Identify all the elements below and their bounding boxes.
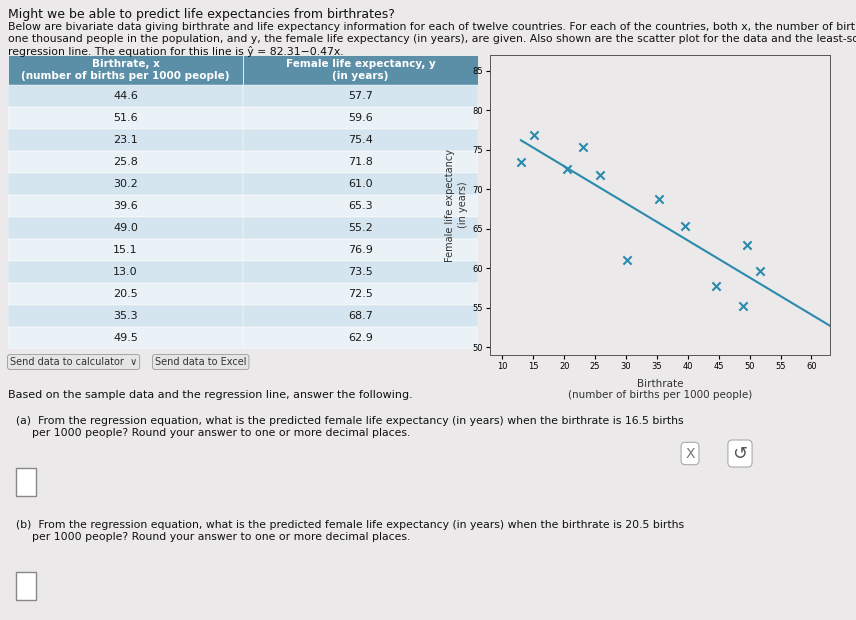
Text: 61.0: 61.0: [348, 179, 373, 189]
Text: ↺: ↺: [733, 445, 747, 463]
Text: 35.3: 35.3: [113, 311, 138, 321]
Bar: [243, 327, 478, 349]
Point: [752, 267, 766, 277]
Text: 49.0: 49.0: [113, 223, 138, 233]
Text: 62.9: 62.9: [348, 333, 373, 343]
Text: Might we be able to predict life expectancies from birthrates?: Might we be able to predict life expecta…: [8, 8, 395, 21]
Text: 39.6: 39.6: [113, 201, 138, 211]
Bar: [243, 195, 478, 217]
Text: Based on the sample data and the regression line, answer the following.: Based on the sample data and the regress…: [8, 390, 413, 400]
Text: Send data to Excel: Send data to Excel: [155, 357, 247, 367]
Bar: [243, 283, 478, 305]
Text: (b)  From the regression equation, what is the predicted female life expectancy : (b) From the regression equation, what i…: [16, 520, 684, 530]
Point: [737, 301, 751, 311]
Bar: [8, 55, 243, 85]
Text: 68.7: 68.7: [348, 311, 373, 321]
Point: [652, 195, 666, 205]
Text: 15.1: 15.1: [113, 245, 138, 255]
Text: 73.5: 73.5: [348, 267, 373, 277]
Bar: [16, 468, 36, 496]
Text: 20.5: 20.5: [113, 289, 138, 299]
Bar: [243, 129, 478, 151]
Text: Birthrate: Birthrate: [637, 379, 683, 389]
Bar: [243, 173, 478, 195]
Text: 30.2: 30.2: [113, 179, 138, 189]
Point: [527, 130, 541, 140]
Bar: [243, 151, 478, 173]
Text: 72.5: 72.5: [348, 289, 373, 299]
Bar: [8, 283, 243, 305]
Text: 23.1: 23.1: [113, 135, 138, 145]
Text: 49.5: 49.5: [113, 333, 138, 343]
Point: [710, 281, 723, 291]
Text: regression line. The equation for this line is ŷ = 82.31−0.47x.: regression line. The equation for this l…: [8, 46, 343, 57]
Bar: [243, 261, 478, 283]
Bar: [8, 261, 243, 283]
Bar: [8, 305, 243, 327]
Text: Birthrate, x
(number of births per 1000 people): Birthrate, x (number of births per 1000 …: [21, 59, 229, 81]
Bar: [8, 327, 243, 349]
Text: 13.0: 13.0: [113, 267, 138, 277]
Point: [576, 141, 590, 151]
Point: [740, 241, 753, 250]
Text: Send data to calculator  ∨: Send data to calculator ∨: [10, 357, 137, 367]
Point: [679, 221, 693, 231]
Point: [593, 170, 607, 180]
Text: Female life expectancy, y
(in years): Female life expectancy, y (in years): [286, 59, 436, 81]
Text: 55.2: 55.2: [348, 223, 373, 233]
Bar: [8, 217, 243, 239]
Bar: [243, 239, 478, 261]
Text: 25.8: 25.8: [113, 157, 138, 167]
Text: 75.4: 75.4: [348, 135, 373, 145]
Text: 57.7: 57.7: [348, 91, 373, 101]
Bar: [243, 305, 478, 327]
Bar: [8, 85, 243, 107]
Text: (number of births per 1000 people): (number of births per 1000 people): [568, 390, 752, 400]
Text: 51.6: 51.6: [113, 113, 138, 123]
Text: X: X: [686, 446, 695, 461]
Text: 59.6: 59.6: [348, 113, 373, 123]
Bar: [8, 173, 243, 195]
Bar: [8, 129, 243, 151]
Text: (a)  From the regression equation, what is the predicted female life expectancy : (a) From the regression equation, what i…: [16, 416, 684, 426]
Bar: [16, 572, 36, 600]
Bar: [243, 85, 478, 107]
Y-axis label: Female life expectancy
(in years): Female life expectancy (in years): [445, 149, 468, 262]
Text: one thousand people in the population, and y, the female life expectancy (in yea: one thousand people in the population, a…: [8, 34, 856, 44]
Text: 76.9: 76.9: [348, 245, 373, 255]
Bar: [8, 195, 243, 217]
Text: per 1000 people? Round your answer to one or more decimal places.: per 1000 people? Round your answer to on…: [32, 428, 410, 438]
Bar: [8, 151, 243, 173]
Text: Below are bivariate data giving birthrate and life expectancy information for ea: Below are bivariate data giving birthrat…: [8, 22, 856, 32]
Text: 44.6: 44.6: [113, 91, 138, 101]
Bar: [8, 107, 243, 129]
Bar: [243, 55, 478, 85]
Bar: [243, 107, 478, 129]
Point: [621, 255, 634, 265]
Text: 65.3: 65.3: [348, 201, 373, 211]
Point: [561, 164, 574, 174]
Bar: [243, 217, 478, 239]
Bar: [8, 239, 243, 261]
Text: per 1000 people? Round your answer to one or more decimal places.: per 1000 people? Round your answer to on…: [32, 532, 410, 542]
Point: [514, 157, 528, 167]
Text: 71.8: 71.8: [348, 157, 373, 167]
